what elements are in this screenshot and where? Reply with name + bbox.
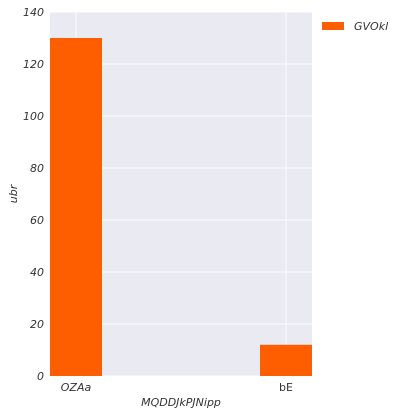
x-axis-ticks: OZAa bE	[61, 381, 293, 394]
x-axis-label: MQDDJkPJNipp	[141, 396, 221, 409]
y-tick-label: 0	[37, 370, 44, 383]
bars	[50, 38, 312, 376]
y-tick-label: 120	[23, 58, 44, 71]
y-tick-label: 40	[30, 266, 44, 279]
y-tick-label: 20	[30, 318, 44, 331]
y-tick-label: 80	[30, 162, 44, 175]
legend-swatch	[322, 22, 344, 30]
x-tick-label: OZAa	[61, 381, 92, 394]
y-axis-label: ubr	[7, 183, 20, 203]
y-tick-label: 100	[23, 110, 44, 123]
x-tick-label: bE	[279, 381, 293, 394]
y-tick-label: 60	[30, 214, 44, 227]
y-tick-label: 140	[23, 6, 44, 19]
legend-label: GVOkl	[354, 20, 388, 33]
legend: GVOkl	[322, 20, 388, 33]
bar-OZAa	[50, 38, 102, 376]
bar-bE	[260, 344, 312, 376]
y-axis-ticks: 0 20 40 60 80 100 120 140	[23, 6, 44, 383]
